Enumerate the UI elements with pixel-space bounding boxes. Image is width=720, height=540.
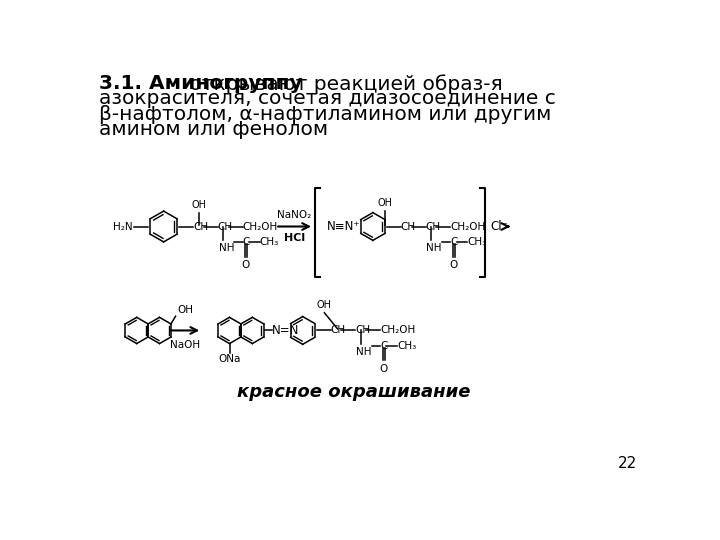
Text: NH: NH: [219, 242, 234, 253]
Text: H₂N: H₂N: [113, 221, 132, 232]
Text: CH: CH: [218, 221, 233, 232]
Text: C: C: [380, 341, 387, 351]
Text: ONa: ONa: [218, 354, 240, 364]
Text: NaNO₂: NaNO₂: [277, 211, 312, 220]
Text: OH: OH: [192, 200, 207, 210]
Text: CH: CH: [193, 221, 208, 232]
Text: OH: OH: [378, 198, 393, 208]
Text: NH: NH: [356, 347, 372, 356]
Text: CH₂OH: CH₂OH: [380, 326, 415, 335]
Text: CH₂OH: CH₂OH: [243, 221, 278, 232]
Text: OH: OH: [317, 300, 332, 309]
Text: открывают реакцией образ-я: открывают реакцией образ-я: [183, 74, 503, 94]
Text: CH: CH: [356, 326, 371, 335]
Text: азокрасителя, сочетая диазосоединение с: азокрасителя, сочетая диазосоединение с: [99, 90, 556, 109]
Text: C: C: [451, 237, 458, 247]
Text: N≡N⁺: N≡N⁺: [326, 220, 360, 233]
Text: O: O: [449, 260, 458, 271]
Text: β-нафтолом, α-нафтиламином или другим: β-нафтолом, α-нафтиламином или другим: [99, 105, 552, 124]
Text: O: O: [242, 260, 250, 271]
Text: OH: OH: [177, 305, 193, 315]
Text: C: C: [243, 237, 250, 247]
Text: N=N: N=N: [271, 324, 299, 337]
Text: CH₃: CH₃: [397, 341, 416, 351]
Text: NaOH: NaOH: [170, 340, 199, 350]
Text: красное окрашивание: красное окрашивание: [237, 383, 470, 401]
Text: CH: CH: [330, 326, 346, 335]
Text: CH: CH: [401, 221, 416, 232]
Text: O: O: [379, 364, 387, 374]
Text: CH: CH: [426, 221, 441, 232]
Text: NH: NH: [426, 242, 442, 253]
Text: 3.1. Аминогруппу: 3.1. Аминогруппу: [99, 74, 303, 93]
Text: CH₃: CH₃: [260, 237, 279, 247]
Text: CH₃: CH₃: [467, 237, 487, 247]
Text: амином или фенолом: амином или фенолом: [99, 120, 328, 139]
Text: Cl⁻: Cl⁻: [490, 220, 508, 233]
Text: 22: 22: [618, 456, 637, 471]
Text: HCl: HCl: [284, 233, 305, 242]
Text: CH₂OH: CH₂OH: [451, 221, 485, 232]
